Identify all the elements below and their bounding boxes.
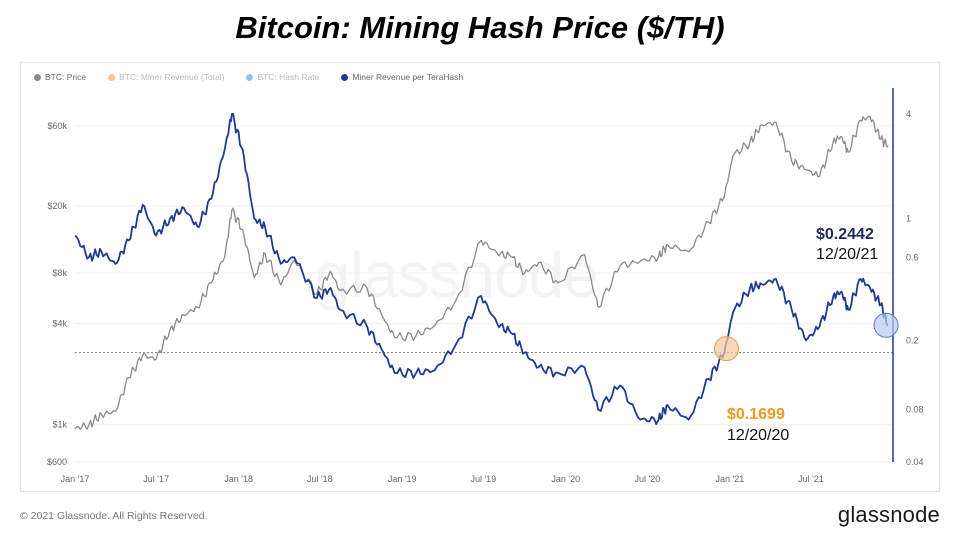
legend-item-hash-rate[interactable]: BTC: Hash Rate bbox=[246, 72, 319, 82]
x-tick-label: Jan '18 bbox=[224, 474, 253, 484]
x-tick-label: Jul '21 bbox=[798, 474, 824, 484]
y-right-tick-label: 0.2 bbox=[906, 335, 919, 345]
legend-dot-icon bbox=[34, 73, 41, 81]
brand-logo: glassnode bbox=[837, 502, 940, 527]
highlight-circle-start bbox=[713, 336, 739, 362]
y-left-tick-label: $60k bbox=[47, 121, 67, 131]
legend-item-btc-price[interactable]: BTC: Price bbox=[34, 72, 86, 82]
x-tick-label: Jan '20 bbox=[551, 474, 580, 484]
legend-label: Miner Revenue per TeraHash bbox=[352, 72, 464, 82]
y-left-tick-label: $8k bbox=[52, 268, 67, 278]
annotation-end-value: $0.2442 bbox=[816, 226, 874, 243]
chart-title: Bitcoin: Mining Hash Price ($/TH) bbox=[235, 10, 725, 45]
legend-label: BTC: Miner Revenue (Total) bbox=[119, 72, 225, 82]
y-left-tick-label: $1k bbox=[52, 420, 67, 430]
series-line-btc-price bbox=[74, 115, 889, 430]
legend: BTC: Price BTC: Miner Revenue (Total) BT… bbox=[34, 72, 463, 82]
annotation-start-date: 12/20/20 bbox=[727, 427, 790, 444]
y-left-tick-label: $600 bbox=[47, 457, 67, 467]
legend-dot-icon bbox=[246, 73, 254, 81]
y-right-tick-label: 0.04 bbox=[906, 457, 924, 467]
legend-item-revenue-per-terahash[interactable]: Miner Revenue per TeraHash bbox=[341, 72, 463, 82]
legend-dot-icon bbox=[108, 73, 116, 81]
series-line-revenue-per-terahash bbox=[74, 113, 889, 425]
y-right-tick-label: 4 bbox=[906, 109, 911, 119]
chart-frame bbox=[20, 62, 940, 492]
x-tick-label: Jul '18 bbox=[307, 474, 333, 484]
legend-label: BTC: Price bbox=[45, 72, 87, 82]
y-right-tick-label: 0.6 bbox=[906, 252, 919, 262]
x-tick-label: Jan '17 bbox=[61, 474, 90, 484]
annotation-end-date: 12/20/21 bbox=[816, 246, 879, 263]
y-left-tick-label: $20k bbox=[47, 201, 67, 211]
annotation-start-value: $0.1699 bbox=[727, 406, 785, 423]
highlight-circle-end bbox=[873, 312, 899, 338]
y-left-tick-label: $4k bbox=[52, 319, 67, 329]
legend-label: BTC: Hash Rate bbox=[257, 72, 320, 82]
x-tick-label: Jul '20 bbox=[635, 474, 661, 484]
copyright: © 2021 Glassnode. All Rights Reserved. bbox=[20, 510, 208, 522]
y-right-tick-label: 0.08 bbox=[906, 405, 924, 415]
x-tick-label: Jul '17 bbox=[143, 474, 169, 484]
y-right-tick-label: 1 bbox=[906, 214, 911, 224]
legend-dot-icon bbox=[341, 73, 349, 81]
x-tick-label: Jan '19 bbox=[388, 474, 417, 484]
x-tick-label: Jan '21 bbox=[715, 474, 744, 484]
legend-item-miner-revenue-total[interactable]: BTC: Miner Revenue (Total) bbox=[108, 72, 224, 82]
x-tick-label: Jul '19 bbox=[470, 474, 496, 484]
